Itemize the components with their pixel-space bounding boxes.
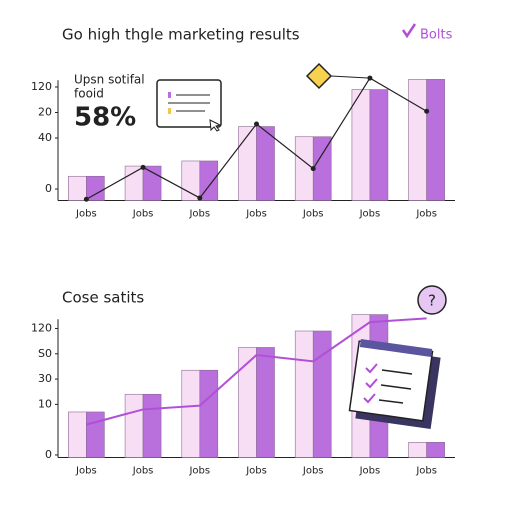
bar-light <box>181 160 201 201</box>
y-tick-label: 30 <box>38 372 52 385</box>
x-tick-label: Jobs <box>132 209 154 220</box>
bar <box>351 89 389 201</box>
x-tick-label: Jobs <box>359 209 381 220</box>
line-dot <box>424 108 430 114</box>
y-tick-label: 120 <box>31 80 52 93</box>
y-tick-label: 10 <box>38 397 52 410</box>
y-tick-label: 20 <box>38 106 52 119</box>
x-tick-label: Jobs <box>302 209 324 220</box>
bar-dark <box>426 79 445 201</box>
x-tick-label: Jobs <box>245 209 267 220</box>
y-tick-label: 40 <box>38 131 52 144</box>
bar-dark <box>256 126 275 201</box>
bar-light <box>181 369 201 458</box>
bar-dark <box>199 369 219 458</box>
bar-dark <box>86 411 105 458</box>
bar <box>408 79 445 201</box>
bar-light <box>351 89 371 201</box>
x-tick-label: Jobs <box>302 466 324 477</box>
bar <box>68 411 105 458</box>
callout-line: Upsn sotifal <box>74 73 145 87</box>
diamond-icon <box>305 62 333 90</box>
line-dot <box>140 164 146 170</box>
bar <box>124 165 162 201</box>
bar-dark <box>369 89 389 201</box>
bar-dark <box>256 347 275 458</box>
bar <box>294 330 332 458</box>
x-tick-label: Jobs <box>188 466 210 477</box>
bar-light <box>294 330 314 458</box>
chart-title: Cose satits <box>62 289 144 307</box>
bar-light <box>408 442 427 458</box>
bar <box>294 136 332 201</box>
y-tick-label: S0 <box>38 347 52 360</box>
connector <box>330 75 369 79</box>
callout-line: fooid <box>74 87 104 101</box>
bar-light <box>68 175 87 201</box>
bar <box>238 347 275 458</box>
x-tick-label: Jobs <box>415 466 437 477</box>
bar-dark <box>426 442 445 458</box>
x-tick-label: Jobs <box>132 466 154 477</box>
bar <box>181 160 219 201</box>
bar-dark <box>142 165 162 201</box>
chart-title: Go high thgle marketing results <box>62 26 300 44</box>
line-dot <box>367 75 373 81</box>
x-tick-label: Jobs <box>415 209 437 220</box>
badge-icon <box>401 23 417 39</box>
x-tick-label: Jobs <box>359 466 381 477</box>
bar <box>181 369 219 458</box>
x-tick-label: Jobs <box>75 466 97 477</box>
x-tick-label: Jobs <box>188 209 210 220</box>
card-icon <box>156 79 222 132</box>
bar-light <box>68 411 87 458</box>
bar-light <box>294 136 314 201</box>
bar <box>238 126 275 201</box>
line <box>86 317 427 426</box>
bar <box>124 393 162 458</box>
bar-dark <box>312 330 332 458</box>
x-tick-label: Jobs <box>75 209 97 220</box>
y-tick-label: 120 <box>31 321 52 334</box>
help-mark: ? <box>428 292 436 310</box>
bar-dark <box>199 160 219 201</box>
bar <box>68 175 105 201</box>
line-dot <box>310 166 316 172</box>
y-tick-label: 0 <box>45 448 52 461</box>
bar-light <box>408 79 427 201</box>
bar <box>408 442 445 458</box>
help-icon <box>417 285 447 315</box>
checklist-icon <box>348 339 441 429</box>
bar-dark <box>142 393 162 458</box>
bar-dark <box>312 136 332 201</box>
bar-light <box>124 165 144 201</box>
y-tick-label: 0 <box>45 182 52 195</box>
callout-stat: 58% <box>74 103 136 133</box>
line-dot <box>254 121 259 127</box>
line-dot <box>83 196 89 202</box>
bar-dark <box>86 175 105 201</box>
bar-light <box>124 393 144 458</box>
x-tick-label: Jobs <box>245 466 267 477</box>
line-dot <box>197 195 203 201</box>
bar-light <box>238 126 257 201</box>
badge: Bolts <box>420 28 453 43</box>
